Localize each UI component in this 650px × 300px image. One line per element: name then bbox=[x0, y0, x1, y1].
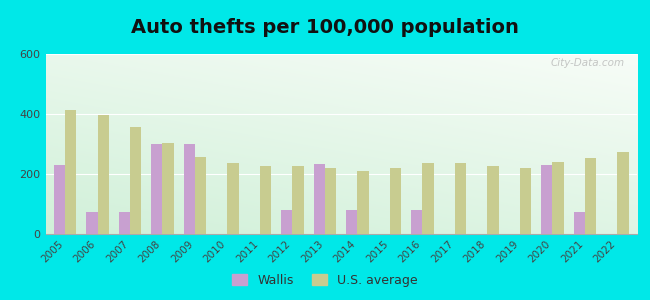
Bar bbox=[65, 110, 77, 234]
Bar bbox=[292, 166, 304, 234]
Bar bbox=[346, 210, 358, 234]
Bar bbox=[195, 157, 206, 234]
Bar bbox=[183, 144, 195, 234]
Bar bbox=[585, 158, 596, 234]
Bar bbox=[411, 210, 422, 234]
Text: Auto thefts per 100,000 population: Auto thefts per 100,000 population bbox=[131, 18, 519, 37]
Bar bbox=[358, 171, 369, 234]
Bar bbox=[455, 163, 466, 234]
Bar bbox=[227, 163, 239, 234]
Text: City-Data.com: City-Data.com bbox=[551, 58, 625, 68]
Bar bbox=[118, 212, 130, 234]
Bar bbox=[390, 168, 401, 234]
Bar bbox=[520, 168, 531, 234]
Bar bbox=[573, 212, 585, 234]
Bar bbox=[260, 166, 271, 234]
Bar bbox=[422, 163, 434, 234]
Bar bbox=[53, 165, 65, 234]
Bar bbox=[151, 144, 162, 234]
Bar bbox=[552, 162, 564, 234]
Legend: Wallis, U.S. average: Wallis, U.S. average bbox=[228, 270, 422, 291]
Bar bbox=[130, 127, 141, 234]
Bar bbox=[313, 164, 325, 234]
Bar bbox=[488, 166, 499, 234]
Bar bbox=[86, 212, 97, 234]
Bar bbox=[162, 143, 174, 234]
Bar bbox=[98, 115, 109, 234]
Bar bbox=[541, 165, 552, 234]
Bar bbox=[281, 210, 292, 234]
Bar bbox=[618, 152, 629, 234]
Bar bbox=[325, 168, 337, 234]
